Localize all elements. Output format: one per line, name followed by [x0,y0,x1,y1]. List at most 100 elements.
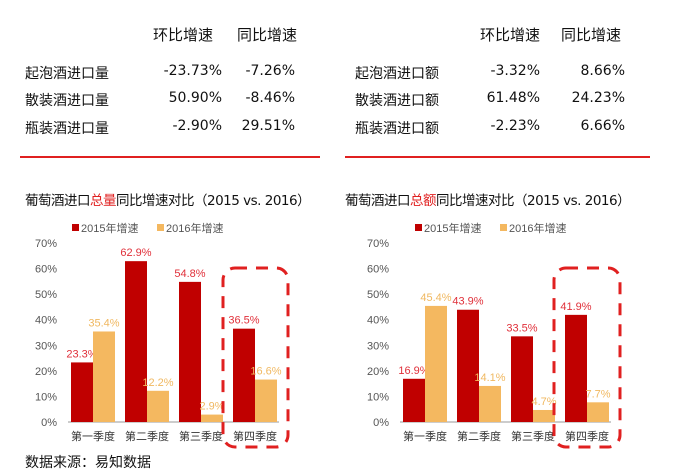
divider [20,156,320,158]
x-tick-label: 第二季度 [457,429,501,443]
source-note: 数据来源：易知数据 [25,455,151,471]
bar-2016 [147,390,169,422]
y-tick-label: 70% [367,238,389,250]
x-tick-label: 第四季度 [233,429,277,443]
data-label: 7.7% [585,388,610,400]
data-label: 41.9% [560,301,591,313]
title-highlight: 总量 [90,193,117,209]
y-tick-label: 50% [35,289,57,301]
data-label: 54.8% [174,268,205,280]
header-mom: 环比增速 [480,26,541,44]
x-tick-label: 第一季度 [71,429,115,443]
row-label: 瓶装酒进口量 [25,121,109,137]
bar-2015 [403,378,425,422]
chart-title-volume: 葡萄酒进口总量同比增速对比（2015 vs. 2016） [25,189,311,209]
y-tick-label: 50% [367,289,389,301]
row-yoy: 8.66% [580,63,625,79]
highlight-box [221,266,290,449]
bar-2016 [479,385,501,422]
title-part: 同比增速对比（2015 vs. 2016） [116,193,311,209]
data-label: 43.9% [452,296,483,308]
title-part: 葡萄酒进口 [25,193,91,209]
bar-2015 [565,314,587,422]
row-yoy: -7.26% [245,63,295,79]
bar-2016 [93,331,115,422]
row-yoy: -8.46% [245,90,295,106]
data-label: 33.5% [506,322,537,334]
row-mom: -2.90% [172,118,222,134]
y-tick-label: 10% [35,391,57,403]
data-label: 36.5% [228,315,259,327]
x-tick-label: 第三季度 [511,429,555,443]
row-yoy: 24.23% [571,90,625,106]
highlight-box [552,266,622,449]
header-yoy: 同比增速 [561,26,622,44]
legend-label: 2016年增速 [166,221,223,235]
data-label: 16.9% [398,365,429,377]
row-label: 散装酒进口量 [25,93,109,109]
header-yoy: 同比增速 [237,26,298,44]
y-tick-label: 30% [367,340,389,352]
legend-label: 2015年增速 [424,221,481,235]
x-tick-label: 第四季度 [565,429,609,443]
data-label: 45.4% [420,292,451,304]
data-label: 14.1% [474,372,505,384]
y-tick-label: 40% [367,315,389,327]
divider [345,156,650,158]
legend-swatch [500,224,507,231]
row-mom: 61.48% [486,90,540,106]
y-tick-label: 10% [367,391,389,403]
y-tick-label: 30% [35,340,57,352]
x-tick-label: 第三季度 [179,429,223,443]
row-mom: -2.23% [490,118,540,134]
legend-label: 2016年增速 [509,221,566,235]
bar-2015 [71,362,93,422]
bar-2016 [425,305,447,422]
row-mom: 50.90% [168,90,222,106]
y-tick-label: 0% [373,417,389,429]
title-highlight: 总额 [410,193,437,209]
row-label: 散装酒进口额 [355,93,439,109]
title-part: 同比增速对比（2015 vs. 2016） [436,193,631,209]
data-label: 62.9% [120,247,151,259]
row-mom: -23.73% [163,63,222,79]
title-part: 葡萄酒进口 [345,193,411,209]
data-label: 12.2% [142,377,173,389]
bar-2015 [233,328,255,422]
data-label: 4.7% [531,396,556,408]
data-label: 2.9% [199,401,224,413]
y-tick-label: 0% [41,417,57,429]
row-mom: -3.32% [490,63,540,79]
row-label: 起泡酒进口量 [25,66,109,82]
row-yoy: 6.66% [580,118,625,134]
y-tick-label: 70% [35,238,57,250]
data-label: 16.6% [250,366,281,378]
bar-2016 [533,409,555,422]
data-label: 23.3% [66,348,97,360]
y-tick-label: 60% [367,264,389,276]
y-tick-label: 20% [367,366,389,378]
legend-swatch [72,224,79,231]
y-tick-label: 60% [35,264,57,276]
y-tick-label: 20% [35,366,57,378]
bar-2016 [587,402,609,422]
x-tick-label: 第二季度 [125,429,169,443]
y-tick-label: 40% [35,315,57,327]
bar-2015 [125,261,147,422]
bar-2015 [511,336,533,422]
bar-2015 [457,309,479,422]
header-mom: 环比增速 [153,26,214,44]
bar-2016 [201,414,223,422]
row-yoy: 29.51% [241,118,295,134]
legend-swatch [415,224,422,231]
legend-swatch [157,224,164,231]
bar-2016 [255,379,277,422]
row-label: 瓶装酒进口额 [355,121,439,137]
row-label: 起泡酒进口额 [355,66,439,82]
chart-title-value: 葡萄酒进口总额同比增速对比（2015 vs. 2016） [345,189,631,209]
x-tick-label: 第一季度 [403,429,447,443]
data-label: 35.4% [88,317,119,329]
bar-2015 [179,281,201,422]
